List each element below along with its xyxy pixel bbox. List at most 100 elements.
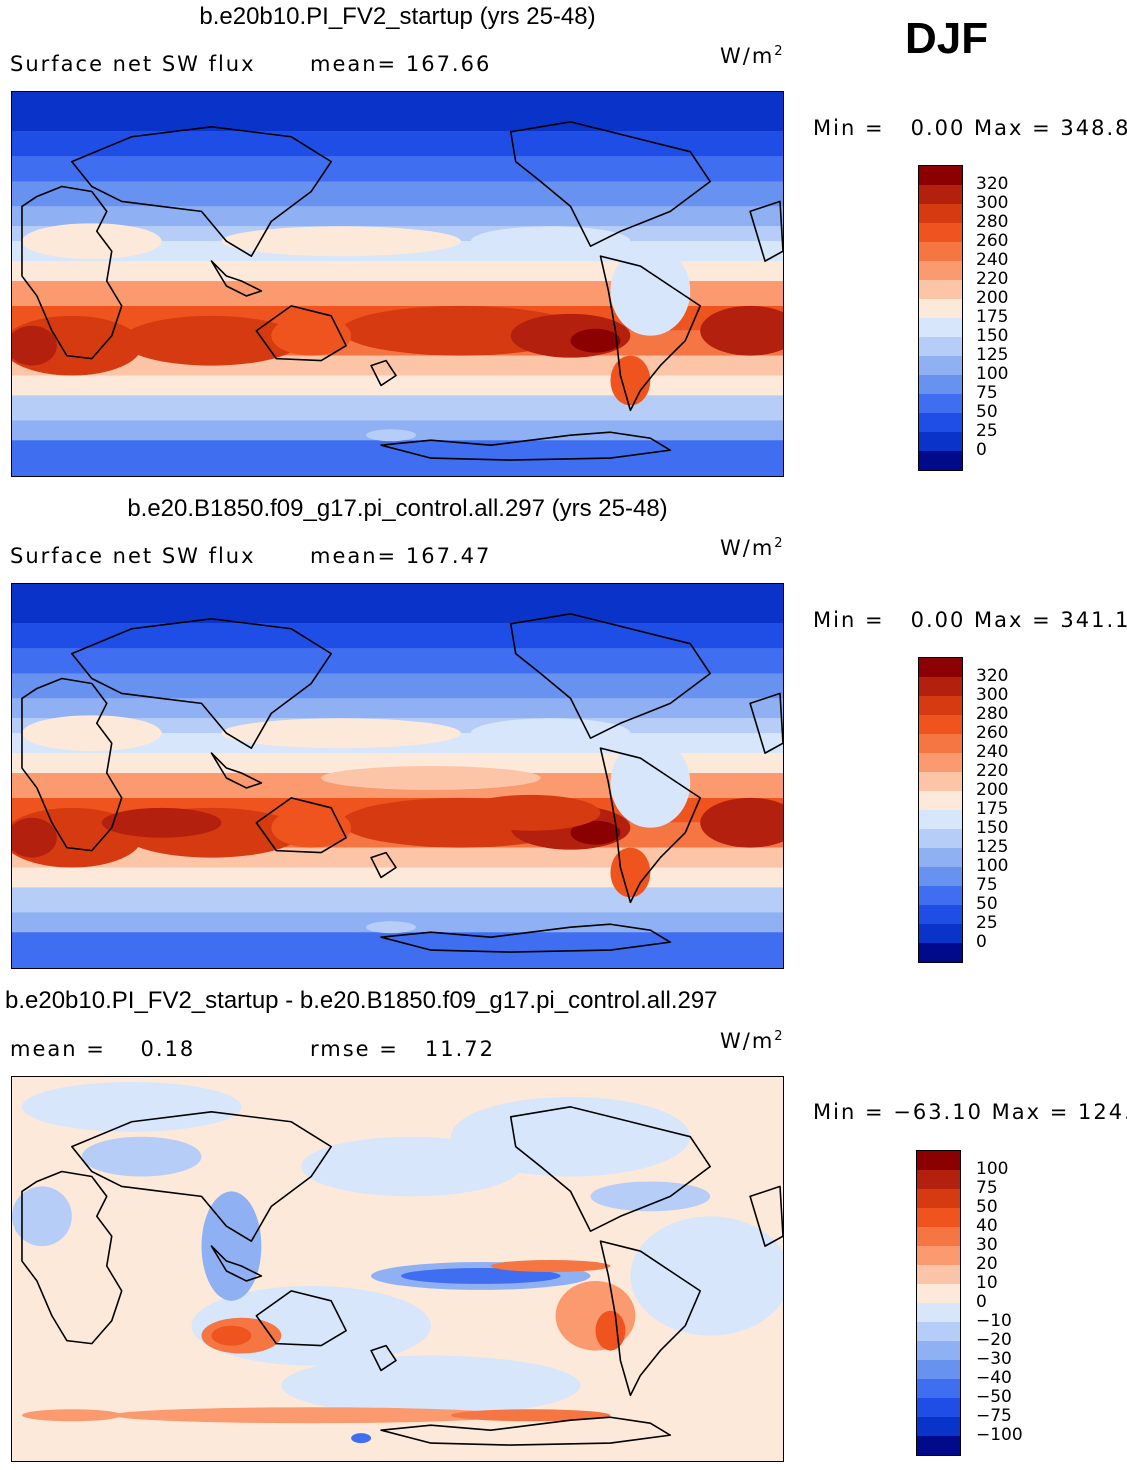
panel1-map-svg	[12, 92, 783, 476]
colorbar-swatch	[919, 943, 962, 962]
field-band	[12, 156, 783, 182]
panel1-min-max: Min = 0.00 Max = 348.89	[813, 116, 1127, 140]
coastline-path	[21, 185, 123, 360]
field-band	[12, 698, 783, 719]
coastline-path	[380, 1416, 672, 1446]
field-blob	[271, 807, 352, 848]
panel1-min-value: 0.00	[910, 116, 966, 140]
colorbar-swatch	[917, 1398, 960, 1417]
field-blob	[111, 1407, 511, 1424]
field-blob	[400, 1268, 561, 1284]
coastline-path	[380, 431, 672, 461]
colorbar-tick-label: 40	[976, 1216, 998, 1236]
panel2-mean-label: mean= 167.47	[310, 544, 492, 568]
coastline-path	[71, 126, 332, 257]
coastline-path	[255, 1290, 347, 1347]
colorbar-swatch	[919, 318, 962, 337]
colorbar-tick-label: 100	[976, 856, 1009, 876]
colorbar-swatch	[919, 734, 962, 753]
colorbar-swatch	[919, 166, 962, 185]
panel2-colorbar	[918, 657, 963, 963]
field-blob	[700, 797, 783, 848]
panel2-colorbar-labels: 320 300 280 260 240 220 200 175 150 125 100 75 50 25 0	[976, 667, 1008, 952]
panel2-title: b.e20.B1850.f09_g17.pi_control.all.297 (…	[127, 495, 668, 522]
colorbar-swatch	[919, 867, 962, 886]
colorbar-swatch	[919, 829, 962, 848]
field-blob	[366, 429, 416, 442]
panel3-colorbar	[916, 1150, 961, 1456]
coastline-path	[509, 121, 711, 247]
colorbar-tick-label: 0	[976, 1292, 987, 1312]
coastline-path	[21, 677, 123, 852]
colorbar-swatch	[917, 1170, 960, 1189]
colorbar-swatch	[919, 394, 962, 413]
colorbar-tick-label: 75	[976, 383, 998, 403]
field-blob	[470, 718, 631, 749]
colorbar-swatch	[919, 223, 962, 242]
colorbar-swatch	[919, 242, 962, 261]
panel2-variable-label: Surface net SW flux	[10, 544, 256, 568]
colorbar-swatch	[919, 677, 962, 696]
colorbar-swatch	[917, 1227, 960, 1246]
colorbar-tick-label: 20	[976, 1254, 998, 1274]
field-blob	[450, 1409, 611, 1422]
colorbar-tick-label: −75	[976, 1406, 1012, 1426]
colorbar-tick-label: 150	[976, 818, 1009, 838]
coastline-path	[370, 851, 397, 879]
colorbar-swatch	[917, 1151, 960, 1170]
coastline-path	[71, 1111, 332, 1242]
colorbar-tick-label: 175	[976, 799, 1009, 819]
colorbar-swatch	[919, 848, 962, 867]
colorbar-tick-label: 25	[976, 421, 998, 441]
field-blob	[570, 820, 621, 845]
panel1-colorbar	[918, 165, 963, 471]
colorbar-tick-label: 0	[976, 932, 987, 952]
panel2-unit: W/m2	[720, 536, 785, 560]
colorbar-tick-label: 150	[976, 326, 1009, 346]
colorbar-tick-label: 50	[976, 402, 998, 422]
field-band	[12, 440, 783, 476]
colorbar-swatch	[919, 261, 962, 280]
colorbar-swatch	[917, 1284, 960, 1303]
colorbar-swatch	[917, 1265, 960, 1284]
panel2-map	[11, 583, 784, 969]
colorbar-tick-label: 25	[976, 913, 998, 933]
colorbar-swatch	[919, 905, 962, 924]
field-band	[12, 92, 783, 132]
coastline-path	[370, 359, 397, 387]
panel3-max-value: 124.55	[1078, 1100, 1127, 1124]
field-band	[12, 261, 783, 282]
colorbar-tick-label: 220	[976, 269, 1009, 289]
field-blob	[700, 305, 783, 356]
colorbar-swatch	[919, 791, 962, 810]
panel3-colorbar-labels: 100 75 50 40 30 20 10 0 −10 −20 −30 −40 −50 −75 −100	[976, 1160, 1023, 1445]
colorbar-tick-label: 240	[976, 250, 1009, 270]
field-band	[12, 584, 783, 624]
colorbar-swatch	[917, 1303, 960, 1322]
colorbar-swatch	[919, 715, 962, 734]
coastline-path	[599, 747, 702, 904]
field-blob	[570, 328, 621, 353]
field-blob	[610, 847, 651, 898]
field-blob	[21, 1081, 242, 1132]
colorbar-swatch	[919, 753, 962, 772]
panel3-title: b.e20b10.PI_FV2_startup - b.e20.B1850.f0…	[5, 987, 718, 1014]
panel1-mean-value: 167.66	[405, 52, 492, 76]
colorbar-tick-label: −100	[976, 1425, 1023, 1445]
colorbar-tick-label: 100	[976, 1159, 1009, 1179]
colorbar-tick-label: 300	[976, 193, 1009, 213]
panel3-mean-value: 0.18	[140, 1037, 196, 1061]
coastline-path	[71, 618, 332, 749]
field-band	[12, 867, 783, 888]
field-blob	[610, 355, 651, 406]
field-blob	[281, 1355, 581, 1416]
field-blob	[321, 766, 541, 790]
field-blob	[12, 1186, 72, 1247]
colorbar-tick-label: −30	[976, 1349, 1012, 1369]
colorbar-swatch	[919, 886, 962, 905]
field-blob	[271, 315, 352, 356]
field-blob	[590, 1181, 711, 1212]
field-blob	[470, 226, 631, 257]
field-blob	[595, 1310, 626, 1351]
colorbar-swatch	[919, 810, 962, 829]
